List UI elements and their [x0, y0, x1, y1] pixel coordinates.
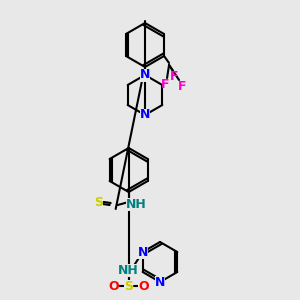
Text: N: N [140, 68, 150, 82]
Text: N: N [155, 275, 165, 289]
Text: S: S [124, 280, 133, 292]
Text: NH: NH [126, 197, 147, 211]
Text: F: F [161, 77, 169, 91]
Text: N: N [137, 245, 148, 259]
Text: O: O [138, 280, 149, 292]
Text: NH: NH [118, 263, 139, 277]
Text: N: N [140, 109, 150, 122]
Text: S: S [94, 196, 103, 208]
Text: F: F [178, 80, 186, 92]
Text: O: O [108, 280, 119, 292]
Text: F: F [170, 70, 178, 83]
